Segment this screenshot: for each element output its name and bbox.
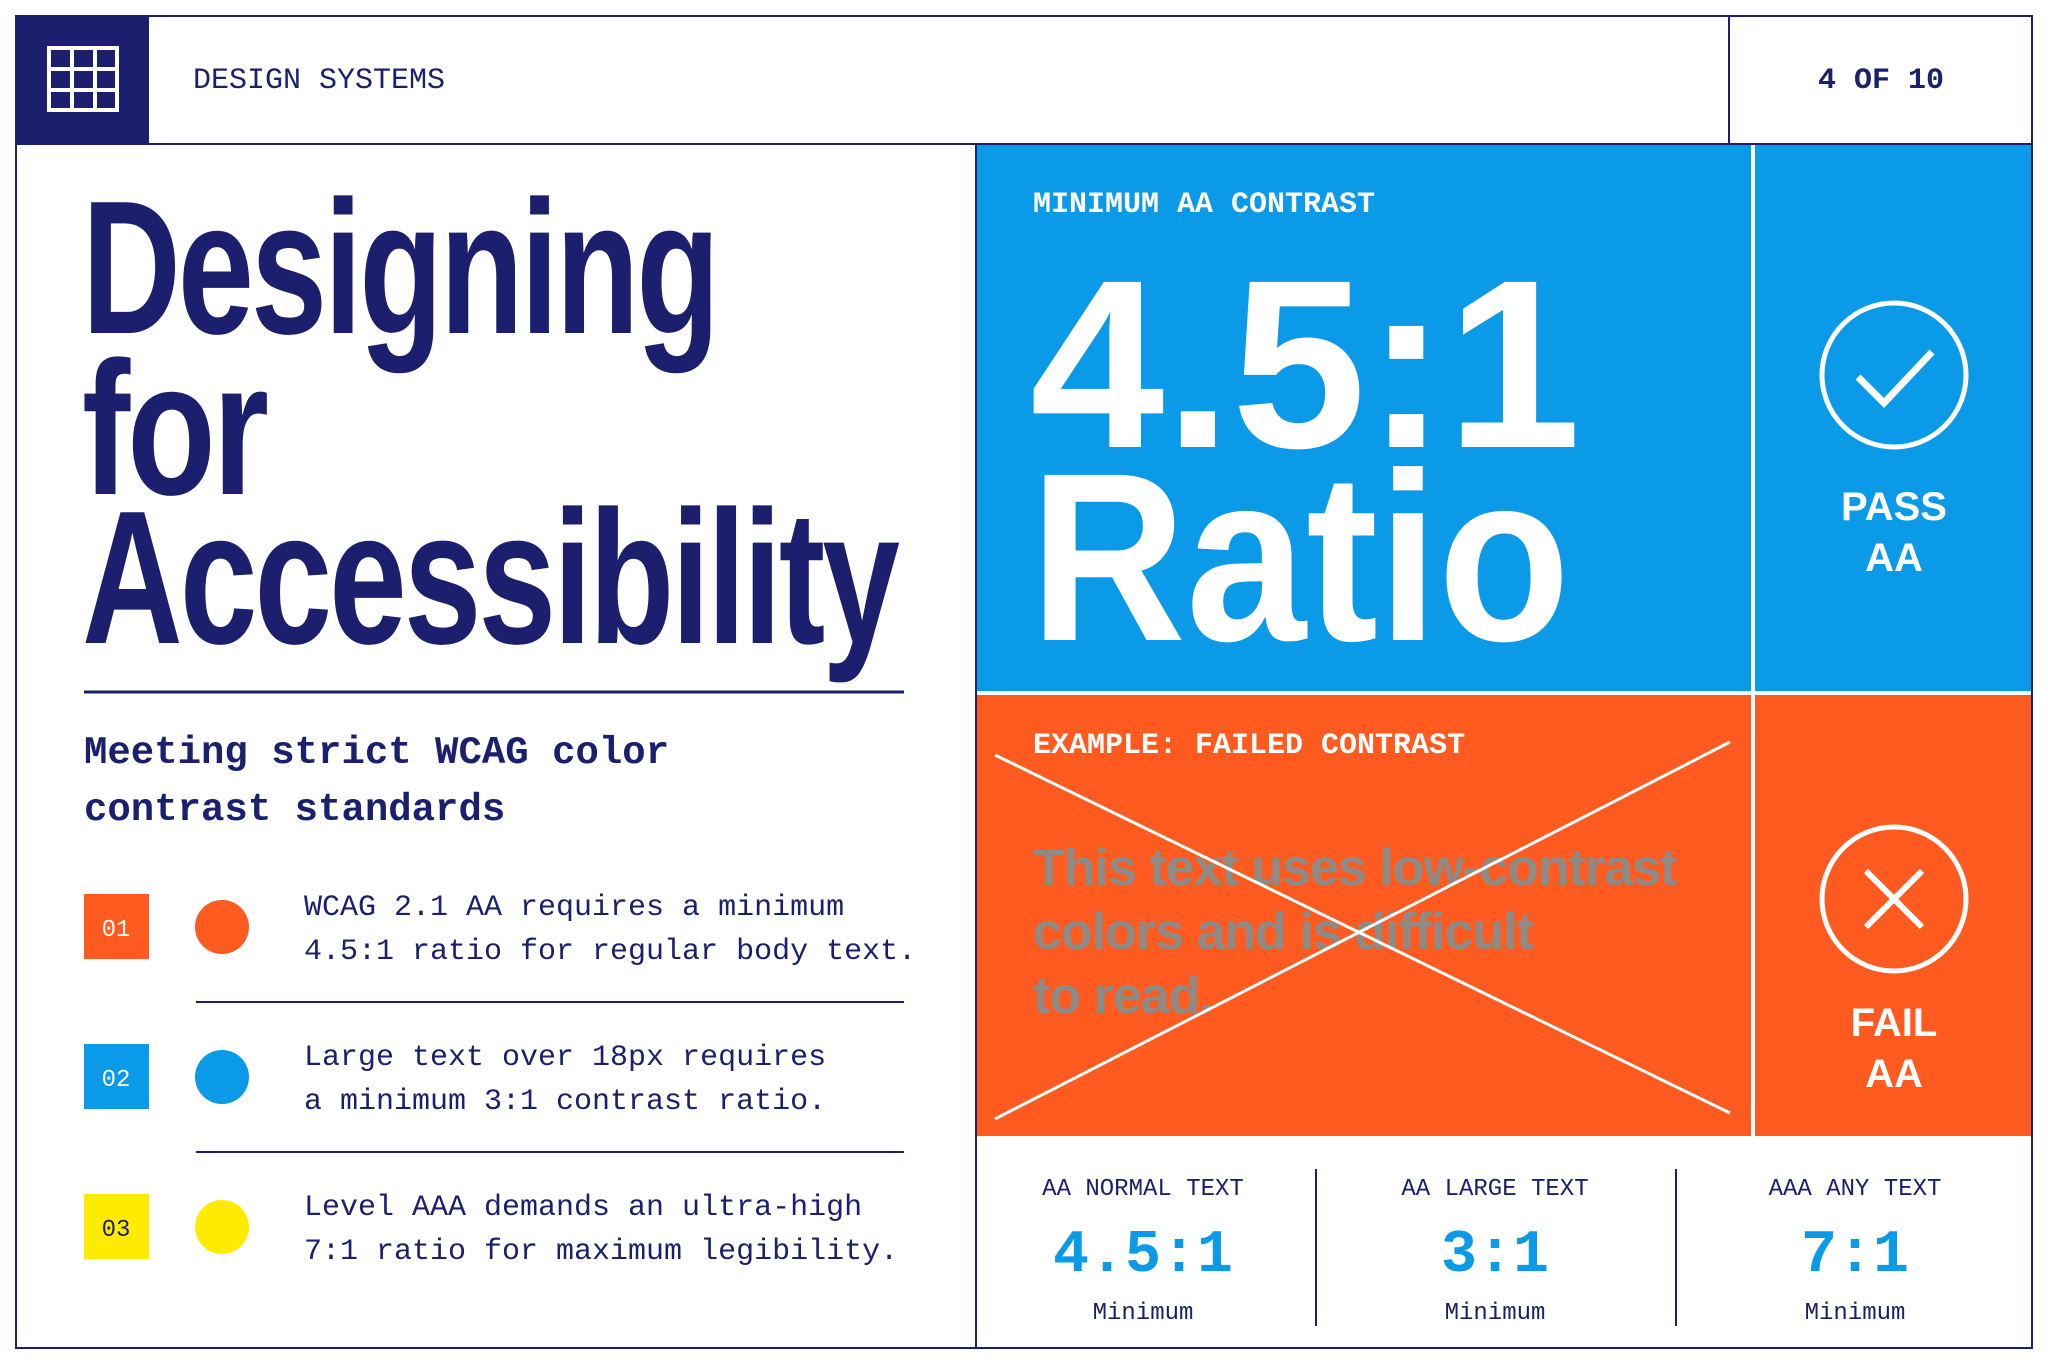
item-text: 4.5:1 ratio for regular body text. [304, 935, 916, 969]
item-badge [84, 1044, 149, 1109]
header-title: DESIGN SYSTEMS [193, 64, 445, 98]
item-text: 7:1 ratio for maximum legibility. [304, 1235, 898, 1269]
low-contrast-text: colors and is difficult [1033, 903, 1534, 961]
fail-mark [1863, 868, 1925, 930]
item-text: Large text over 18px requires [304, 1041, 826, 1075]
stat-label: AA NORMAL TEXT [1042, 1176, 1244, 1203]
stat-label: AA LARGE TEXT [1401, 1176, 1588, 1203]
hero-subtitle: contrast standards [84, 788, 505, 832]
stat-value: 7:1 [1801, 1222, 1909, 1290]
pass-badge: AA [1865, 536, 1923, 580]
stat-note: Minimum [1445, 1300, 1546, 1327]
item-badge [84, 1194, 149, 1259]
ratio-value: 4.5:1 [1030, 230, 1581, 498]
item-number: 03 [102, 1217, 131, 1244]
pass-badge: PASS [1841, 485, 1947, 529]
fail-badge: AA [1865, 1052, 1923, 1096]
item-text: a minimum 3:1 contrast ratio. [304, 1085, 826, 1119]
stat-value: 4.5:1 [1053, 1222, 1233, 1290]
stat-note: Minimum [1805, 1300, 1906, 1327]
panel-label: MINIMUM AA CONTRAST [1033, 188, 1375, 222]
item-dot [195, 1050, 249, 1104]
item-number: 01 [102, 917, 131, 944]
item-text: Level AAA demands an ultra-high [304, 1191, 862, 1225]
frame [15, 15, 2033, 1349]
low-contrast-text: to read. [1033, 967, 1213, 1025]
panel-label: EXAMPLE: FAILED CONTRAST [1033, 729, 1465, 763]
hero-title: Designing [82, 162, 717, 374]
item-text: WCAG 2.1 AA requires a minimum [304, 891, 844, 925]
check-mark [1855, 349, 1935, 409]
check-icon [1819, 300, 1969, 450]
item-dot [195, 900, 249, 954]
page-indicator: 4 OF 10 [1818, 64, 1944, 98]
fail-icon [1819, 824, 1969, 974]
stat-label: AAA ANY TEXT [1769, 1176, 1942, 1203]
low-contrast-text: This text uses low-contrast [1033, 839, 1677, 897]
hero-subtitle: Meeting strict WCAG color [84, 731, 669, 775]
stat-note: Minimum [1093, 1300, 1194, 1327]
item-dot [195, 1200, 249, 1254]
hero-title: for [82, 323, 268, 535]
item-number: 02 [102, 1067, 131, 1094]
hero-title: Accessibility [82, 472, 899, 684]
logo [16, 16, 149, 144]
fail-badge: FAIL [1851, 1001, 1938, 1045]
strike-line [994, 740, 1731, 1121]
strike-line [994, 753, 1731, 1115]
pass-panel [976, 144, 2032, 692]
item-badge [84, 894, 149, 959]
logo-grid [47, 46, 119, 112]
stat-value: 3:1 [1441, 1222, 1549, 1290]
fail-panel [976, 695, 2032, 1136]
ratio-word: Ratio [1030, 423, 1570, 691]
